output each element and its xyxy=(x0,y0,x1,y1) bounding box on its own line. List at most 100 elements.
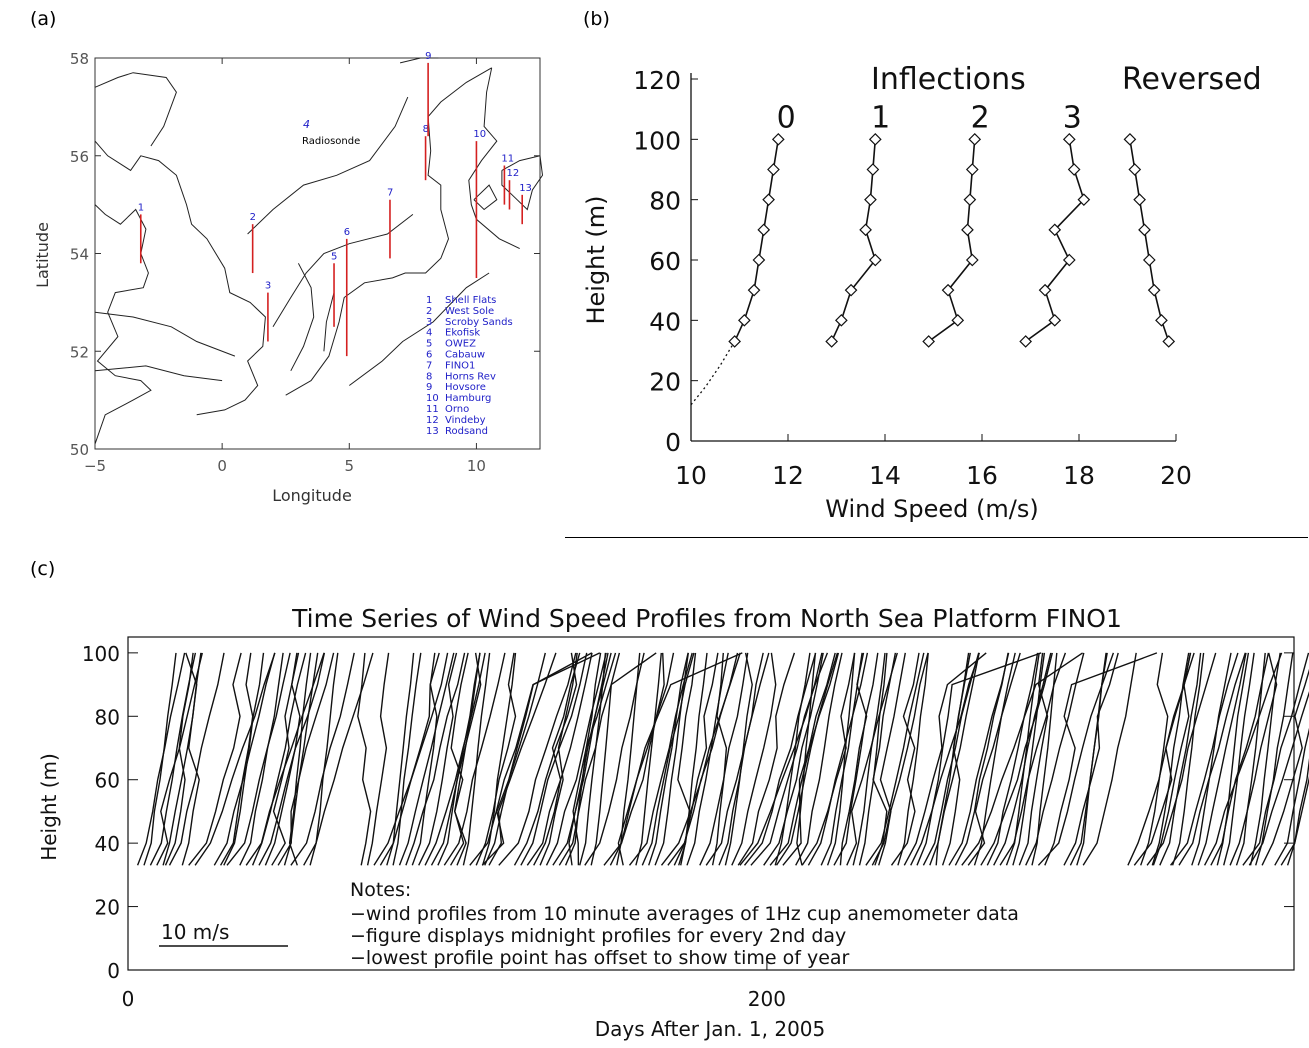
timeseries-chart: Time Series of Wind Speed Profiles from … xyxy=(37,604,1309,1041)
wind-profile xyxy=(1044,652,1158,866)
map-x-tick-label: 0 xyxy=(217,457,227,475)
profile-line-3 xyxy=(1025,139,1085,343)
wind-profile xyxy=(1005,652,1040,866)
wind-profile xyxy=(1249,652,1281,866)
profile-point-0 xyxy=(752,253,766,267)
legend-name-11: Orno xyxy=(445,404,469,415)
wind-profile xyxy=(156,652,203,866)
legend-name-3: Scroby Sands xyxy=(445,317,513,328)
wind-profile xyxy=(1063,652,1119,866)
profile-point-1 xyxy=(825,335,838,348)
wind-profile xyxy=(488,652,557,866)
legend-name-10: Hamburg xyxy=(445,393,491,404)
legend-number-1: 1 xyxy=(426,295,432,306)
wind-profile xyxy=(484,652,546,866)
legend-name-8: Horns Rev xyxy=(445,371,496,382)
wind-profile xyxy=(136,652,186,866)
map-coastlines xyxy=(94,57,544,445)
wind-profile xyxy=(411,652,438,866)
wind-profile xyxy=(1140,652,1169,866)
wind-profile xyxy=(616,652,641,866)
extrapolation-curve xyxy=(690,341,736,406)
station-number-3: 3 xyxy=(265,281,271,292)
ts-y-tick-label: 80 xyxy=(95,705,120,729)
wind-profile xyxy=(916,652,1042,866)
wind-profile xyxy=(1191,652,1232,866)
coastline-0 xyxy=(94,204,152,445)
panel-c-label: (c) xyxy=(30,558,56,580)
wind-profile xyxy=(711,652,728,866)
profile-point-0 xyxy=(767,163,780,176)
profile-point-0 xyxy=(757,223,771,237)
profiles-y-tick-label: 60 xyxy=(649,247,681,276)
profiles-y-axis-label: Height (m) xyxy=(582,195,610,324)
wind-profile xyxy=(552,652,609,866)
wind-profile xyxy=(1082,652,1137,866)
station-number-5: 5 xyxy=(331,251,337,262)
wind-profile xyxy=(852,652,886,866)
wind-profile xyxy=(795,652,843,866)
profiles-y-tick-label: 80 xyxy=(649,187,681,216)
wind-profile xyxy=(705,652,770,866)
wind-profile xyxy=(737,652,796,866)
legend-name-5: OWEZ xyxy=(445,339,476,350)
legend-number-5: 5 xyxy=(426,339,432,350)
wind-profile xyxy=(1031,652,1058,866)
profile-point-1 xyxy=(835,313,848,327)
profiles-x-axis-label: Wind Speed (m/s) xyxy=(825,495,1039,523)
profile-point-Reversed xyxy=(1147,283,1161,297)
radiosonde-number: 4 xyxy=(303,118,310,131)
wind-profile xyxy=(609,652,675,866)
profiles-x-tick-label: 12 xyxy=(772,461,804,490)
map-y-tick-label: 52 xyxy=(70,343,89,361)
wind-profile xyxy=(763,652,824,866)
profile-point-Reversed xyxy=(1142,253,1156,267)
profiles-x-tick-label: 18 xyxy=(1063,461,1095,490)
wind-profile xyxy=(539,652,578,866)
profiles-series: 0 1 2 3 xyxy=(690,100,1176,406)
timeseries-y-axis-label: Height (m) xyxy=(37,753,61,861)
timeseries-title: Time Series of Wind Speed Profiles from … xyxy=(291,604,1122,633)
wind-profile xyxy=(283,652,319,866)
profiles-y-tick-label: 100 xyxy=(633,126,681,155)
wind-profile xyxy=(1178,652,1246,866)
wind-profile xyxy=(449,652,469,866)
wind-profile xyxy=(572,652,617,866)
wind-profile xyxy=(288,652,312,866)
profile-label-0: 0 xyxy=(777,100,796,135)
profile-point-2 xyxy=(963,193,977,207)
wind-profile xyxy=(437,652,481,866)
profile-point-3 xyxy=(1048,223,1062,237)
wind-profile xyxy=(910,652,980,866)
legend-name-1: Shell Flats xyxy=(445,295,496,306)
wind-profile xyxy=(654,652,689,866)
legend-name-2: West Sole xyxy=(445,306,494,317)
wind-profile xyxy=(641,652,695,866)
profile-point-2 xyxy=(965,253,979,267)
notes-line-1: −wind profiles from 10 minute averages o… xyxy=(350,903,1019,925)
profile-point-Reversed xyxy=(1128,163,1142,176)
legend-number-3: 3 xyxy=(426,317,432,328)
map-panel: −5 0 5 10 50 52 54 56 58 1 2 3 5 6 7 8 9 10 11 12 13 1 Shell… xyxy=(0,0,560,540)
coastline-7 xyxy=(473,184,498,211)
legend-number-11: 11 xyxy=(426,404,439,415)
coastline-4 xyxy=(468,67,520,250)
profiles-y-tick-label: 40 xyxy=(649,307,681,336)
station-number-11: 11 xyxy=(501,154,514,165)
profile-point-Reversed xyxy=(1155,313,1168,327)
panel-a-label: (a) xyxy=(30,8,57,30)
station-number-6: 6 xyxy=(344,227,350,238)
wind-profile xyxy=(858,652,888,866)
wind-profile xyxy=(1151,652,1190,866)
map-y-tick-label: 54 xyxy=(70,246,89,264)
wind-profile xyxy=(188,652,242,866)
station-number-8: 8 xyxy=(423,124,429,135)
legend-number-9: 9 xyxy=(426,382,432,393)
profile-point-2 xyxy=(951,313,965,327)
timeseries-x-axis-label: Days After Jan. 1, 2005 xyxy=(595,1017,826,1041)
